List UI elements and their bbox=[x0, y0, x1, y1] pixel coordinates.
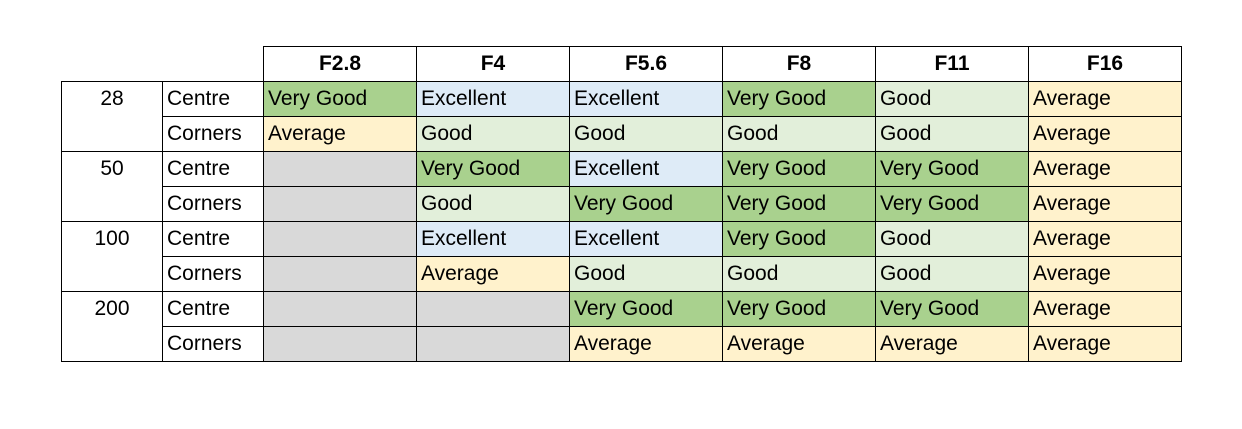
header-row: F2.8 F4 F5.6 F8 F11 F16 bbox=[62, 46, 1182, 82]
table-row: Corners Average Good Good Good Good Average bbox=[61, 116, 1182, 152]
rating-cell: Very Good bbox=[875, 186, 1029, 222]
aperture-header: F5.6 bbox=[569, 46, 723, 82]
not-available-cell bbox=[263, 291, 417, 327]
position-cell: Centre bbox=[162, 151, 264, 187]
rating-cell: Average bbox=[416, 256, 570, 292]
rating-cell: Very Good bbox=[416, 151, 570, 187]
position-cell: Corners bbox=[162, 326, 264, 362]
aperture-header: F2.8 bbox=[263, 46, 417, 82]
not-available-cell bbox=[263, 151, 417, 187]
rating-cell: Good bbox=[875, 256, 1029, 292]
rating-cell: Average bbox=[1028, 151, 1182, 187]
rating-cell: Very Good bbox=[875, 291, 1029, 327]
rating-cell: Good bbox=[722, 116, 876, 152]
rating-cell: Very Good bbox=[875, 151, 1029, 187]
table-row: Corners Average Average Average Average bbox=[61, 326, 1182, 362]
rating-cell: Very Good bbox=[722, 81, 876, 117]
rating-cell: Good bbox=[875, 221, 1029, 257]
rating-cell: Average bbox=[1028, 256, 1182, 292]
aperture-header: F8 bbox=[722, 46, 876, 82]
rating-cell: Very Good bbox=[722, 291, 876, 327]
position-cell: Centre bbox=[162, 291, 264, 327]
table-body: 28 Centre Very Good Excellent Excellent Very … bbox=[61, 81, 1182, 362]
blank-corner-cell bbox=[163, 47, 264, 82]
aperture-header: F4 bbox=[416, 46, 570, 82]
rating-cell: Good bbox=[875, 81, 1029, 117]
not-available-cell bbox=[263, 326, 417, 362]
table-row: 28 Centre Very Good Excellent Excellent Very … bbox=[61, 81, 1182, 117]
rating-cell: Good bbox=[416, 116, 570, 152]
position-cell: Corners bbox=[162, 256, 264, 292]
rating-cell: Excellent bbox=[416, 81, 570, 117]
rating-cell: Good bbox=[416, 186, 570, 222]
position-cell: Centre bbox=[162, 221, 264, 257]
not-available-cell bbox=[263, 256, 417, 292]
not-available-cell bbox=[416, 291, 570, 327]
table-row: Corners Good Very Good Very Good Very Good Av… bbox=[61, 186, 1182, 222]
table-row: Corners Average Good Good Good Average bbox=[61, 256, 1182, 292]
rating-cell: Average bbox=[1028, 116, 1182, 152]
rating-cell: Excellent bbox=[569, 221, 723, 257]
rating-cell: Average bbox=[1028, 221, 1182, 257]
rating-cell: Very Good bbox=[263, 81, 417, 117]
rating-cell: Average bbox=[875, 326, 1029, 362]
table-row: 200 Centre Very Good Very Good Very Good Aver… bbox=[61, 291, 1182, 327]
table-row: 100 Centre Excellent Excellent Very Good Good… bbox=[61, 221, 1182, 257]
rating-cell: Excellent bbox=[569, 151, 723, 187]
position-cell: Centre bbox=[162, 81, 264, 117]
focal-length-cell: 200 bbox=[61, 291, 163, 327]
rating-cell: Average bbox=[569, 326, 723, 362]
position-cell: Corners bbox=[162, 186, 264, 222]
rating-cell: Average bbox=[1028, 326, 1182, 362]
aperture-header: F16 bbox=[1028, 46, 1182, 82]
rating-cell: Very Good bbox=[722, 186, 876, 222]
rating-cell: Good bbox=[569, 116, 723, 152]
focal-length-cell: 100 bbox=[61, 221, 163, 257]
not-available-cell bbox=[263, 186, 417, 222]
rating-cell: Very Good bbox=[569, 186, 723, 222]
rating-cell: Good bbox=[569, 256, 723, 292]
focal-length-spacer bbox=[61, 256, 163, 292]
rating-cell: Average bbox=[1028, 186, 1182, 222]
rating-cell: Average bbox=[263, 116, 417, 152]
rating-cell: Very Good bbox=[569, 291, 723, 327]
focal-length-spacer bbox=[61, 326, 163, 362]
rating-cell: Good bbox=[875, 116, 1029, 152]
focal-length-spacer bbox=[61, 186, 163, 222]
table-row: 50 Centre Very Good Excellent Very Good Very … bbox=[61, 151, 1182, 187]
position-cell: Corners bbox=[162, 116, 264, 152]
rating-cell: Good bbox=[722, 256, 876, 292]
rating-cell: Very Good bbox=[722, 151, 876, 187]
rating-cell: Average bbox=[1028, 81, 1182, 117]
focal-length-cell: 50 bbox=[61, 151, 163, 187]
focal-length-cell: 28 bbox=[61, 81, 163, 117]
blank-corner-cell bbox=[62, 47, 163, 82]
rating-cell: Average bbox=[1028, 291, 1182, 327]
not-available-cell bbox=[263, 221, 417, 257]
rating-cell: Excellent bbox=[569, 81, 723, 117]
not-available-cell bbox=[416, 326, 570, 362]
rating-cell: Excellent bbox=[416, 221, 570, 257]
rating-cell: Average bbox=[722, 326, 876, 362]
aperture-header: F11 bbox=[875, 46, 1029, 82]
focal-length-spacer bbox=[61, 116, 163, 152]
lens-sharpness-table: F2.8 F4 F5.6 F8 F11 F16 28 Centre Very Goo… bbox=[61, 46, 1182, 362]
rating-cell: Very Good bbox=[722, 221, 876, 257]
